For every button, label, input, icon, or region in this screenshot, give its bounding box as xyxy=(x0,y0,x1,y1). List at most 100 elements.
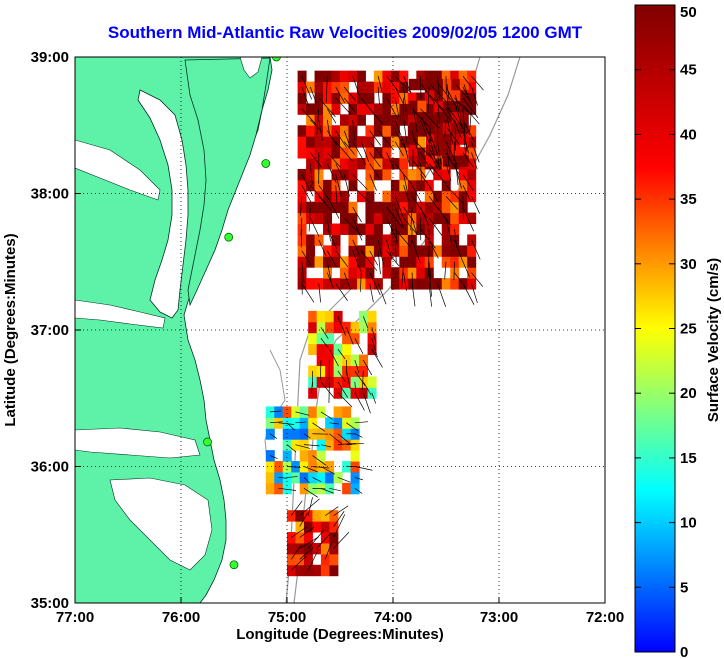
velocity-arrow xyxy=(335,283,348,301)
velocity-arrow xyxy=(454,228,457,248)
velocity-cell xyxy=(325,461,335,473)
station-marker xyxy=(229,560,239,570)
velocity-arrow xyxy=(329,348,339,367)
velocity-arrow xyxy=(421,84,436,104)
velocity-cell xyxy=(314,212,324,225)
velocity-arrow xyxy=(310,185,326,203)
colorbar-tick-label: 0 xyxy=(680,644,688,659)
velocity-cell xyxy=(424,70,434,83)
velocity-arrow xyxy=(438,105,452,122)
colorbar-tick-label: 20 xyxy=(680,385,697,402)
velocity-arrow xyxy=(335,130,347,148)
velocity-cell xyxy=(441,223,451,235)
velocity-arrow xyxy=(309,163,313,185)
velocity-arrow xyxy=(360,250,378,271)
velocity-arrow xyxy=(394,86,404,105)
velocity-cell xyxy=(265,482,275,495)
velocity-cell xyxy=(382,114,392,126)
velocity-cell xyxy=(424,201,434,214)
velocity-cell xyxy=(312,564,322,577)
velocity-arrow xyxy=(403,272,407,291)
velocity-arrow xyxy=(354,359,360,374)
velocity-cell xyxy=(282,450,292,462)
velocity-cell xyxy=(416,256,426,268)
velocity-arrow xyxy=(326,108,337,124)
velocity-arrow xyxy=(446,149,451,173)
velocity-arrow xyxy=(377,239,384,266)
velocity-arrow xyxy=(371,348,383,368)
velocity-cell xyxy=(373,201,383,214)
velocity-cell xyxy=(356,223,366,235)
velocity-arrow xyxy=(403,86,407,113)
velocity-cell xyxy=(459,111,469,124)
velocity-arrow xyxy=(363,359,373,376)
velocity-cell xyxy=(329,542,339,555)
velocity-cell xyxy=(433,212,443,225)
velocity-arrow xyxy=(301,174,314,197)
velocity-cell xyxy=(314,81,324,93)
velocity-cell xyxy=(433,168,443,181)
velocity-cell xyxy=(348,125,358,137)
colorbar-tick-label: 40 xyxy=(680,126,697,143)
velocity-arrow xyxy=(337,316,346,336)
velocity-arrow xyxy=(403,75,412,94)
velocity-cell xyxy=(367,310,377,323)
velocity-arrow xyxy=(369,130,381,146)
velocity-cell xyxy=(340,147,349,159)
velocity-cell xyxy=(424,103,434,115)
velocity-cell xyxy=(295,553,305,566)
velocity-arrow xyxy=(337,433,352,446)
velocity-arrow xyxy=(471,239,481,260)
velocity-cell xyxy=(316,343,326,356)
velocity-arrow xyxy=(316,108,320,135)
velocity-arrow xyxy=(303,444,320,447)
velocity-arrow xyxy=(471,75,484,91)
velocity-arrow xyxy=(270,421,283,424)
velocity-arrow xyxy=(312,455,327,466)
station-marker xyxy=(272,57,281,62)
velocity-arrow xyxy=(428,217,443,236)
velocity-cell xyxy=(306,234,316,246)
velocity-cell xyxy=(425,155,435,167)
velocity-arrow xyxy=(362,392,371,414)
velocity-cell xyxy=(382,267,392,279)
velocity-cell xyxy=(424,114,434,126)
pamlico-sound xyxy=(109,477,213,571)
velocity-arrow xyxy=(335,163,344,180)
velocity-cell xyxy=(316,310,326,323)
velocity-arrow xyxy=(369,152,381,168)
velocity-cell xyxy=(297,92,307,104)
velocity-arrow xyxy=(362,316,369,329)
velocity-arrow xyxy=(346,360,348,376)
velocity-arrow xyxy=(352,75,360,96)
velocity-cell xyxy=(348,278,358,290)
velocity-cell xyxy=(306,136,316,148)
velocity-cell xyxy=(297,201,307,214)
velocity-cell xyxy=(450,201,460,214)
velocity-cell xyxy=(331,190,341,203)
velocity-arrow xyxy=(278,422,295,425)
velocity-arrow xyxy=(337,370,346,382)
velocity-arrow xyxy=(428,185,439,203)
velocity-arrow xyxy=(320,444,332,448)
velocity-arrow xyxy=(420,108,440,129)
velocity-cell xyxy=(303,542,313,555)
velocity-cell xyxy=(287,553,296,566)
velocity-arrow xyxy=(286,476,298,478)
velocity-arrow xyxy=(318,119,323,141)
velocity-cell xyxy=(320,542,330,555)
colorbar-tick-label: 5 xyxy=(680,579,688,596)
velocity-arrow xyxy=(394,163,413,185)
velocity-arrow xyxy=(352,239,361,257)
velocity-cell xyxy=(303,521,313,533)
station-marker xyxy=(203,437,212,447)
velocity-arrow xyxy=(463,84,471,102)
velocity-arrow xyxy=(386,250,400,267)
velocity-arrow xyxy=(318,239,327,257)
velocity-arrow xyxy=(445,152,460,176)
velocity-arrow xyxy=(290,544,302,560)
velocity-cell xyxy=(291,428,301,440)
velocity-cell xyxy=(306,103,316,115)
velocity-arrow xyxy=(429,127,431,154)
velocity-cell xyxy=(295,521,305,533)
